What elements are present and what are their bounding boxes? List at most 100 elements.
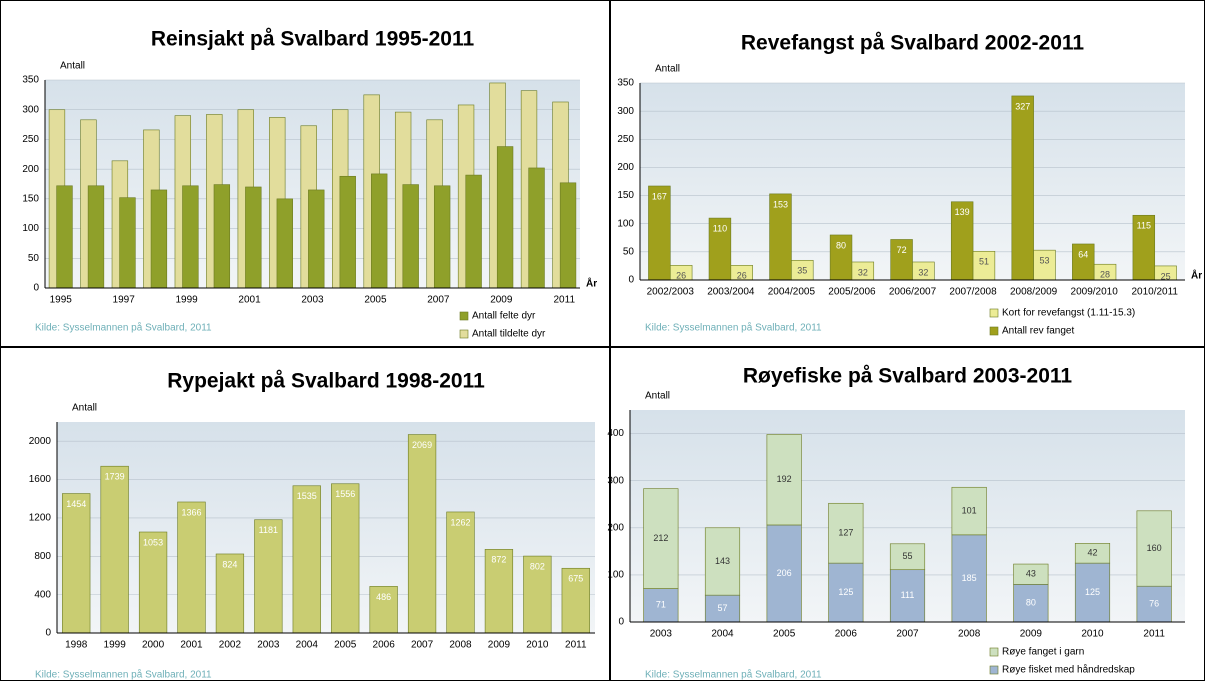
data-label: 212 [653,533,668,543]
bar [446,511,475,634]
data-label: 675 [568,574,583,584]
x-tick-label: 2006 [373,640,396,651]
y-tick-label: 250 [617,134,634,145]
y-axis-label: Antall [655,64,680,75]
x-tick-label: 2010 [526,640,549,651]
legend-swatch [989,326,999,336]
x-tick-label: 2009 [1020,629,1043,640]
bar [138,531,168,634]
y-tick-label: 400 [34,589,51,600]
data-label: 192 [777,474,792,484]
y-axis-label: Antall [72,403,97,414]
x-tick-label: 2007 [427,295,450,306]
y-tick-label: 0 [618,617,624,628]
data-label: 153 [773,199,788,209]
y-tick-label: 200 [607,522,624,533]
data-label: 125 [1085,587,1100,597]
bar [559,182,577,289]
data-label: 143 [715,556,730,566]
y-tick-label: 1600 [29,474,52,485]
data-label: 1181 [259,525,278,535]
x-tick-label: 2004/2005 [768,287,816,298]
x-tick-label: 2011 [565,640,587,651]
y-tick-label: 100 [617,218,634,229]
data-label: 35 [797,266,807,276]
y-tick-label: 150 [22,193,39,204]
chart-title: Reinsjakt på Svalbard 1995-2011 [151,28,475,51]
bar [119,197,136,289]
x-tick-label: 2003/2004 [707,287,755,298]
bar [433,185,451,289]
data-label: 1366 [181,507,201,517]
data-label: 486 [376,592,391,602]
x-tick-label: 2008/2009 [1010,287,1058,298]
bar [465,174,482,289]
x-tick-label: 2009 [490,295,513,306]
x-tick-label: 1995 [50,295,73,306]
data-label: 1739 [105,472,125,482]
bar [951,486,987,536]
y-tick-label: 400 [607,428,624,439]
x-tick-label: 2003 [257,640,280,651]
bar [62,493,91,634]
y-tick-label: 50 [28,253,40,264]
y-tick-label: 200 [22,164,39,175]
data-label: 51 [979,257,989,267]
x-tick-label: 2009 [488,640,511,651]
x-axis-label: År [586,277,597,290]
x-tick-label: 2001 [180,640,203,651]
x-tick-label: 2002 [219,640,242,651]
bar [1013,563,1049,585]
bar [496,146,514,289]
x-tick-label: 2006/2007 [889,287,937,298]
data-label: 80 [836,240,846,250]
data-label: 71 [656,600,666,610]
data-label: 101 [962,505,977,515]
data-label: 327 [1015,101,1030,111]
chart-title: Røyefiske på Svalbard 2003-2011 [743,365,1073,388]
data-label: 160 [1147,543,1162,553]
x-tick-label: 2007 [411,640,434,651]
x-tick-label: 2007 [896,629,919,640]
x-tick-label: 2008 [449,640,472,651]
data-label: 872 [491,555,506,565]
chart: Rypejakt på Svalbard 1998-2011 Antall Kild… [29,370,595,681]
bar [213,184,231,289]
x-tick-label: 1998 [65,640,88,651]
bar [177,501,206,634]
x-tick-label: 1997 [113,295,136,306]
bar [1011,95,1034,281]
bar [182,185,199,289]
x-tick-label: 2005 [334,640,357,651]
data-label: 32 [918,267,928,277]
y-tick-label: 150 [617,190,634,201]
x-tick-label: 2011 [1143,629,1165,640]
x-tick-label: 2004 [296,640,319,651]
source: Kilde: Sysselmannen på Svalbard, 2011 [35,322,212,334]
data-label: 115 [1137,221,1151,231]
bar [331,483,360,634]
x-tick-label: 1999 [104,640,127,651]
bar [643,488,679,589]
x-tick-label: 2006 [835,629,858,640]
y-tick-label: 0 [628,275,634,286]
data-label: 1556 [335,489,355,499]
bar [889,543,926,571]
x-tick-label: 2011 [554,295,576,306]
y-tick-label: 0 [33,283,39,294]
x-tick-label: 2010 [1081,629,1104,640]
data-label: 824 [222,559,237,569]
data-label: 26 [737,271,747,281]
bar [704,527,741,596]
bar [371,173,388,289]
data-label: 206 [777,568,792,578]
y-tick-label: 300 [607,475,624,486]
data-label: 2069 [412,440,432,450]
y-tick-label: 2000 [29,436,52,447]
data-label: 72 [897,245,907,255]
data-label: 111 [901,590,915,600]
data-label: 185 [962,573,977,583]
y-tick-label: 350 [22,75,39,86]
bar [561,567,590,634]
